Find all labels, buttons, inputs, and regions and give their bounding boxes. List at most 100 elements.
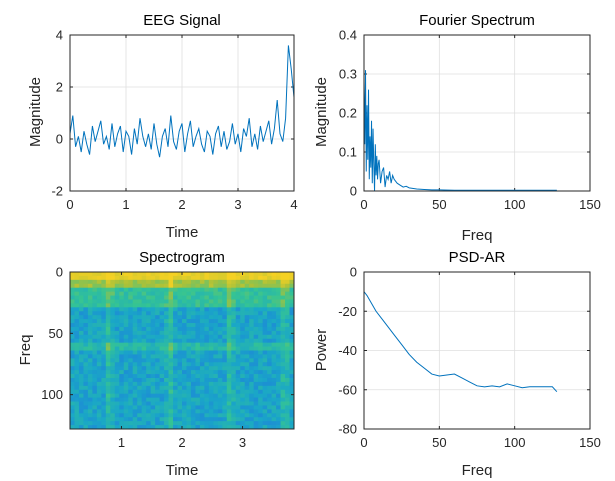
heatmap-cell bbox=[146, 370, 152, 375]
heatmap-cell bbox=[128, 299, 134, 304]
heatmap-cell bbox=[280, 401, 286, 406]
heatmap-cell bbox=[141, 377, 147, 383]
heatmap-cell bbox=[222, 342, 228, 347]
heatmap-cell bbox=[217, 362, 223, 367]
heatmap-cell bbox=[271, 342, 277, 347]
heatmap-cell bbox=[173, 405, 178, 410]
heatmap-cell bbox=[78, 326, 84, 332]
heatmap-cell bbox=[226, 283, 232, 289]
heatmap-cell bbox=[285, 303, 290, 308]
heatmap-cell bbox=[70, 279, 75, 285]
heatmap-cell bbox=[74, 326, 80, 332]
heatmap-cell bbox=[244, 330, 250, 336]
heatmap-cell bbox=[92, 397, 98, 402]
heatmap-cell bbox=[226, 342, 232, 347]
heatmap-cell bbox=[285, 381, 290, 387]
heatmap-cell bbox=[213, 315, 219, 320]
heatmap-cell bbox=[146, 425, 152, 430]
heatmap-cell bbox=[182, 319, 187, 324]
heatmap-cell bbox=[285, 299, 290, 304]
heatmap-cell bbox=[262, 303, 268, 308]
heatmap-cell bbox=[78, 409, 84, 414]
heatmap-cell bbox=[235, 381, 241, 387]
heatmap-cell bbox=[222, 350, 228, 355]
heatmap-cell bbox=[226, 346, 232, 351]
heatmap-cell bbox=[253, 389, 259, 395]
heatmap-cell bbox=[285, 338, 290, 344]
heatmap-cell bbox=[96, 342, 102, 347]
heatmap-cell bbox=[123, 279, 129, 285]
heatmap-cell bbox=[92, 366, 98, 371]
heatmap-cell bbox=[110, 326, 116, 332]
psd-ylabel: Power bbox=[313, 329, 330, 372]
heatmap-cell bbox=[208, 319, 214, 324]
heatmap-cell bbox=[244, 389, 250, 395]
x-tick-label: 100 bbox=[504, 435, 526, 450]
heatmap-cell bbox=[155, 275, 160, 281]
heatmap-cell bbox=[105, 315, 111, 320]
heatmap-cell bbox=[123, 275, 129, 281]
heatmap-cell bbox=[244, 319, 250, 324]
heatmap-cell bbox=[276, 350, 281, 355]
heatmap-cell bbox=[289, 409, 295, 414]
heatmap-cell bbox=[244, 315, 250, 320]
heatmap-cell bbox=[137, 311, 143, 316]
heatmap-cell bbox=[249, 338, 255, 344]
heatmap-cell bbox=[280, 323, 286, 328]
heatmap-cell bbox=[195, 413, 201, 418]
heatmap-cell bbox=[123, 409, 129, 414]
heatmap-cell bbox=[262, 405, 268, 410]
heatmap-cell bbox=[78, 346, 84, 351]
heatmap-cell bbox=[271, 275, 277, 281]
heatmap-cell bbox=[253, 377, 259, 383]
heatmap-cell bbox=[159, 334, 165, 340]
heatmap-cell bbox=[190, 405, 196, 410]
heatmap-cell bbox=[222, 362, 228, 367]
heatmap-cell bbox=[159, 299, 165, 304]
heatmap-cell bbox=[173, 283, 178, 289]
heatmap-cell bbox=[267, 397, 272, 402]
heatmap-cell bbox=[159, 319, 165, 324]
heatmap-cell bbox=[213, 326, 219, 332]
heatmap-cell bbox=[70, 421, 75, 426]
heatmap-cell bbox=[217, 421, 223, 426]
heatmap-cell bbox=[173, 397, 178, 402]
heatmap-cell bbox=[217, 319, 223, 324]
heatmap-cell bbox=[70, 299, 75, 304]
heatmap-cell bbox=[168, 421, 174, 426]
heatmap-cell bbox=[182, 346, 187, 351]
heatmap-cell bbox=[105, 393, 111, 399]
heatmap-cell bbox=[271, 287, 277, 293]
heatmap-cell bbox=[289, 295, 295, 300]
heatmap-cell bbox=[190, 350, 196, 355]
heatmap-cell bbox=[244, 295, 250, 300]
heatmap-cell bbox=[101, 401, 107, 406]
heatmap-cell bbox=[280, 279, 286, 285]
heatmap-cell bbox=[182, 307, 187, 312]
heatmap-cell bbox=[123, 291, 129, 296]
heatmap-cell bbox=[92, 401, 98, 406]
heatmap-cell bbox=[289, 307, 295, 312]
heatmap-cell bbox=[204, 315, 210, 320]
heatmap-cell bbox=[159, 346, 165, 351]
heatmap-cell bbox=[87, 354, 93, 359]
heatmap-cell bbox=[271, 358, 277, 363]
heatmap-cell bbox=[101, 358, 107, 363]
heatmap-cell bbox=[249, 362, 255, 367]
heatmap-cell bbox=[164, 385, 169, 391]
heatmap-cell bbox=[123, 413, 129, 418]
heatmap-cell bbox=[159, 413, 165, 418]
heatmap-cell bbox=[271, 354, 277, 359]
heatmap-cell bbox=[114, 283, 120, 289]
heatmap-cell bbox=[217, 409, 223, 414]
heatmap-cell bbox=[132, 374, 138, 379]
heatmap-cell bbox=[186, 401, 192, 406]
heatmap-cell bbox=[199, 303, 205, 308]
heatmap-cell bbox=[123, 397, 129, 402]
heatmap-cell bbox=[70, 366, 75, 371]
heatmap-cell bbox=[190, 287, 196, 293]
heatmap-cell bbox=[204, 377, 210, 383]
heatmap-cell bbox=[204, 295, 210, 300]
heatmap-cell bbox=[289, 287, 295, 293]
heatmap-cell bbox=[182, 366, 187, 371]
